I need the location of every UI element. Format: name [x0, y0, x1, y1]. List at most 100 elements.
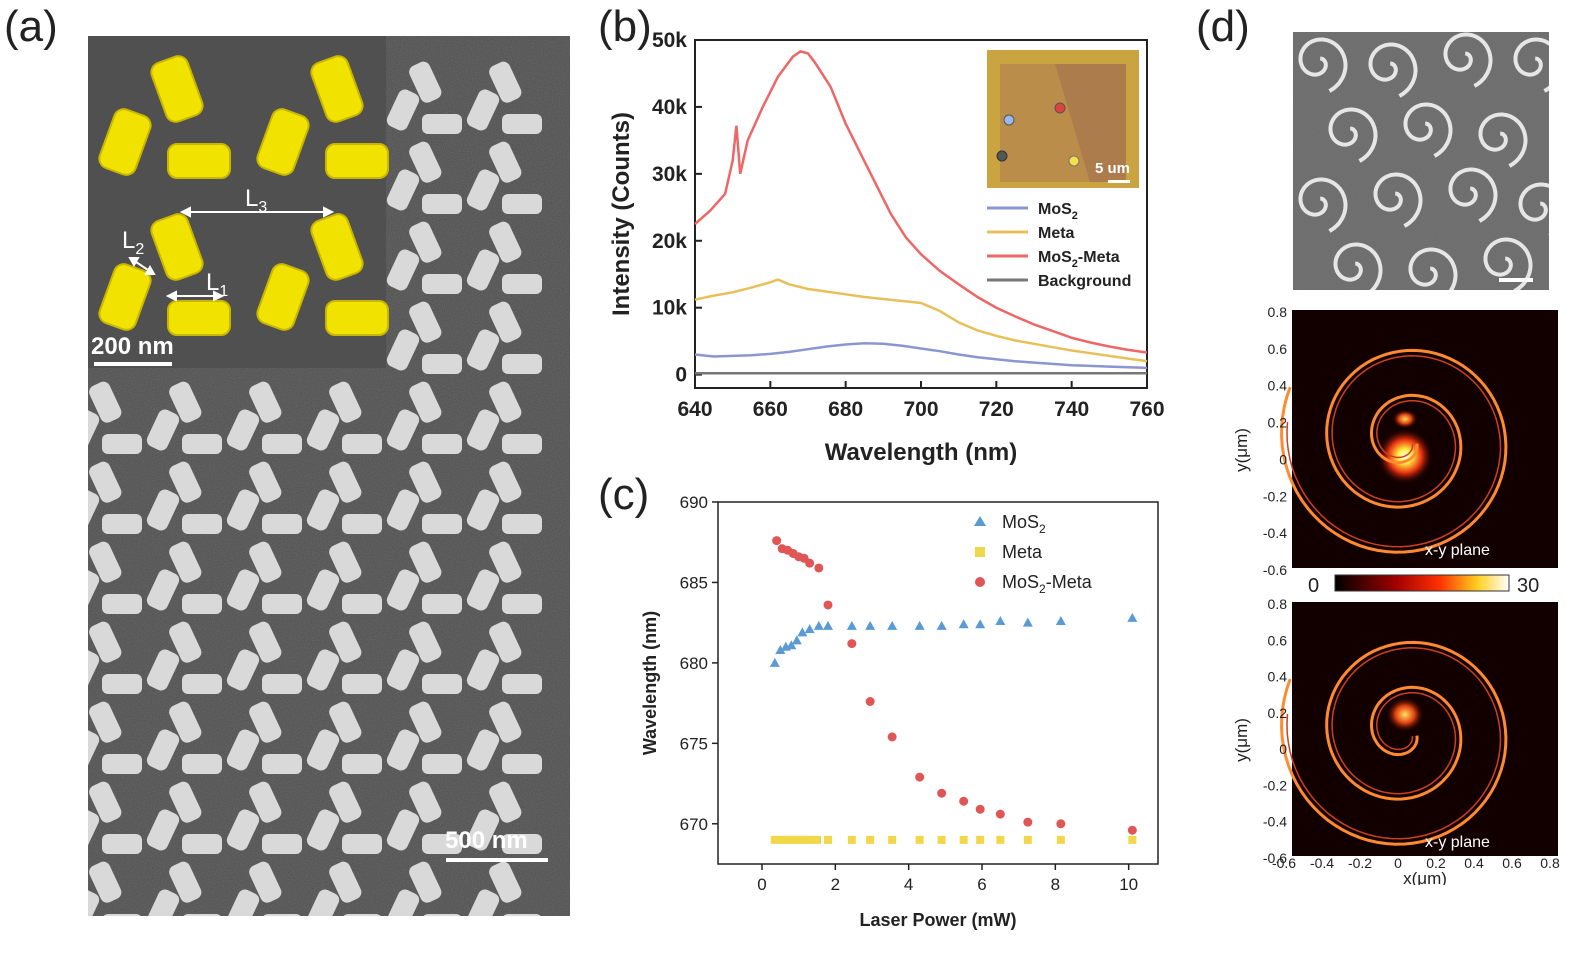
b-xtick-label: 640: [677, 398, 712, 421]
d-ytick-label: 0.8: [1268, 596, 1288, 612]
c-point-mos2: [1127, 612, 1138, 622]
c-xtick-label: 0: [757, 875, 766, 894]
c-point-mos2-meta: [1127, 825, 1137, 835]
c-point-mos2-meta: [1056, 819, 1066, 829]
b-ytick-label: 0: [675, 364, 687, 387]
panel-a-sem-image: L3 L1 L2 200 nm 500 nm: [88, 36, 570, 916]
d-xlabel: x(μm): [1403, 869, 1447, 885]
c-point-mos2-meta: [1023, 817, 1033, 827]
c-point-mos2-meta: [865, 697, 875, 707]
d-ytick-label: -0.4: [1263, 814, 1287, 830]
d-xtick-label: -0.6: [1272, 855, 1296, 871]
c-plot-frame: [717, 501, 1159, 865]
c-point-meta: [1056, 835, 1065, 844]
spiral-structure: [1513, 37, 1549, 93]
b-ytick-label: 30k: [652, 163, 687, 186]
b-ytick-label: 20k: [652, 230, 687, 253]
plane-label-1: x-y plane: [1425, 542, 1490, 559]
d-ytick-label: -0.2: [1263, 777, 1287, 793]
d-ytick-label: 0.8: [1268, 304, 1288, 320]
c-legend-marker: [974, 516, 986, 526]
d-xtick-label: 0.6: [1502, 855, 1522, 871]
field-map-1: x-y plane: [1280, 310, 1558, 568]
d-ylabel-1: y(μm): [1232, 428, 1251, 472]
c-point-meta: [847, 835, 856, 844]
panel-a-inset: L3 L1 L2 200 nm: [88, 36, 389, 368]
c-xtick-label: 2: [831, 875, 840, 894]
d-ytick-label: 0.4: [1268, 669, 1288, 685]
c-point-mos2: [914, 620, 925, 630]
d-ytick-label: 0: [1279, 741, 1287, 757]
c-point-meta: [976, 835, 985, 844]
d-xtick-label: 0.2: [1426, 855, 1446, 871]
d-ytick-label: -0.6: [1263, 562, 1287, 578]
c-point-mos2: [786, 640, 797, 650]
c-ytick-label: 670: [680, 815, 708, 834]
c-point-mos2: [1022, 617, 1033, 627]
c-xlabel: Laser Power (mW): [859, 910, 1016, 930]
d-ytick-label: -0.2: [1263, 488, 1287, 504]
panel-label-a: (a): [4, 2, 58, 51]
c-point-mos2: [797, 627, 808, 637]
dim-label-l3: L3: [245, 185, 267, 216]
c-point-mos2: [791, 635, 802, 645]
field-spiral-ring: [1280, 640, 1508, 846]
colorbar-max: 30: [1517, 575, 1539, 597]
chart-b: 640 660 680 700 720 740 760 0 10k 20k 30k 40k 50k Wav…: [608, 30, 1165, 466]
spiral-structure: [1368, 42, 1418, 98]
c-ylabel: Wavelength (nm): [640, 611, 660, 755]
c-point-mos2-meta: [847, 639, 857, 649]
d-xtick-label: 0.4: [1464, 855, 1484, 871]
c-point-meta: [813, 835, 821, 844]
d-ytick-label: -0.4: [1263, 525, 1287, 541]
c-xtick-label: 6: [977, 875, 986, 894]
b-inset-scalebar: 5 um: [1095, 160, 1130, 177]
c-point-mos2: [813, 620, 824, 630]
c-point-mos2: [823, 620, 833, 630]
c-ytick-label: 685: [680, 573, 708, 592]
c-xtick-label: 8: [1051, 875, 1060, 894]
b-xlabel: Wavelength (nm): [825, 439, 1017, 466]
c-point-mos2: [1055, 616, 1066, 626]
b-xtick-label: 720: [979, 398, 1014, 421]
c-point-mos2: [769, 657, 780, 667]
b-ytick-label: 40k: [652, 96, 687, 119]
b-legend-label: Meta: [1038, 225, 1075, 242]
c-point-mos2-meta: [887, 732, 897, 742]
c-point-meta: [888, 835, 897, 844]
c-point-mos2-meta: [959, 796, 969, 806]
b-legend-label: Background: [1038, 273, 1131, 290]
c-point-meta: [1023, 835, 1032, 844]
colorbar-min: 0: [1308, 575, 1319, 597]
chart-c: 0 2 4 6 8 10 670 675 680 685 690 Laser Power (mW) Wa…: [640, 493, 1159, 930]
c-point-mos2: [958, 619, 969, 629]
panel-label-b: (b): [598, 2, 652, 51]
c-legend: MoS2 Meta MoS2-Meta: [974, 512, 1093, 596]
c-point-mos2: [887, 620, 898, 630]
c-legend-label: MoS2: [1002, 512, 1046, 536]
c-point-mos2-meta: [772, 536, 782, 546]
b-series-line: [694, 341, 1148, 370]
c-point-meta: [937, 835, 946, 844]
spiral-structure: [1483, 237, 1533, 290]
d-ytick-label: 0.6: [1268, 632, 1288, 648]
c-point-mos2-meta: [995, 809, 1005, 819]
field-map-2: x-y plane: [1280, 602, 1558, 856]
inset-scalebar-label: 200 nm: [91, 333, 174, 360]
b-legend: MoS2 Meta MoS2-Meta Background: [987, 201, 1131, 290]
spiral-structure: [1448, 167, 1498, 223]
c-ytick-label: 680: [680, 654, 708, 673]
c-point-meta: [1128, 835, 1137, 844]
b-ylabel: Intensity (Counts): [608, 112, 635, 316]
c-ytick-label: 690: [680, 493, 708, 512]
c-legend-marker: [975, 547, 985, 557]
b-series-line: [694, 278, 1148, 363]
main-scalebar-label: 500 nm: [445, 827, 528, 854]
b-legend-label: MoS2-Meta: [1038, 249, 1120, 270]
d-xtick-label: -0.4: [1310, 855, 1334, 871]
c-point-meta: [805, 835, 814, 844]
d-ytick-label: 0.4: [1268, 378, 1288, 394]
spiral-structure: [1328, 107, 1378, 163]
d-ylabel-2: y(μm): [1232, 718, 1251, 762]
c-point-mos2-meta: [805, 558, 815, 568]
